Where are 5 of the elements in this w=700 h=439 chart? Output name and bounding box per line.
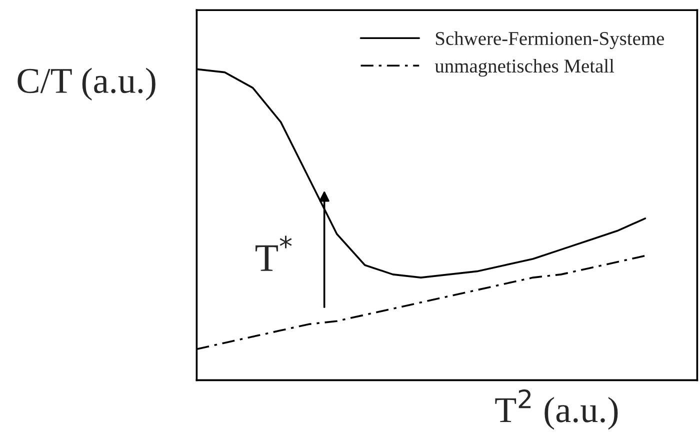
annotation: T$^{*}$ xyxy=(256,236,292,271)
y-axis-title: C/T (a.u.) xyxy=(18,68,156,100)
legend-label: unmagnetisches Metall xyxy=(434,58,614,77)
x-axis-title: T$^{2}$ (a.u.) xyxy=(495,389,618,430)
legend-label: Schwere-Fermionen-Systeme xyxy=(436,31,664,50)
